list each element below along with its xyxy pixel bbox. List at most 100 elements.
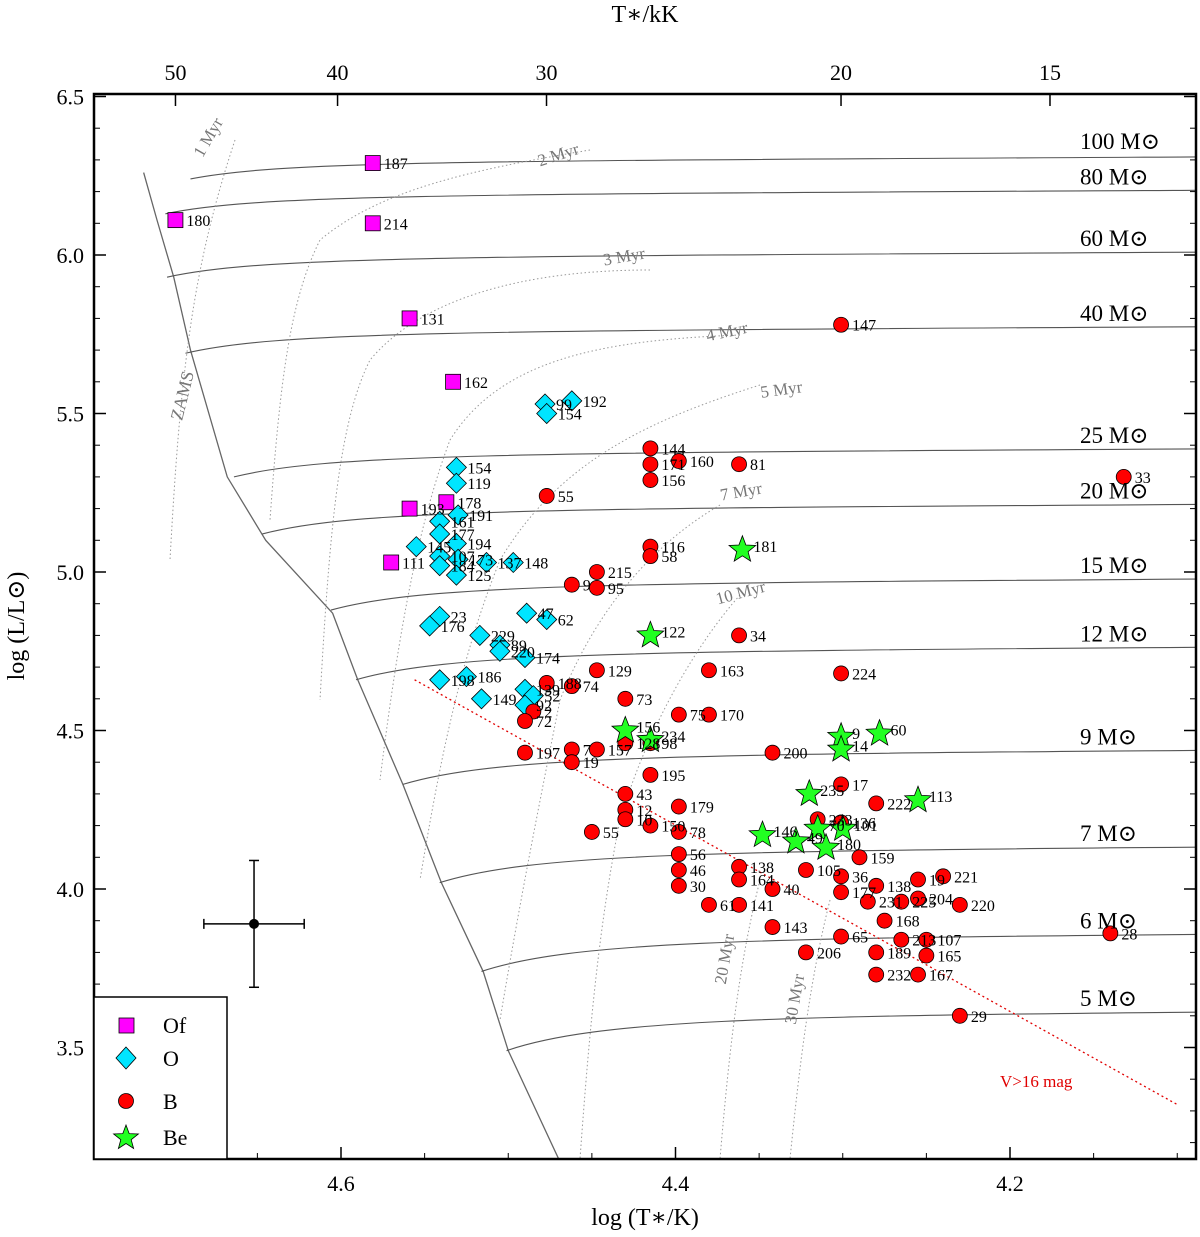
- point-b: [798, 862, 814, 878]
- point-label: 146: [773, 824, 797, 841]
- point-label: 187: [384, 156, 408, 173]
- point-label: 72: [536, 714, 552, 731]
- y-tick-label: 5.5: [57, 402, 85, 427]
- point-b: [670, 862, 687, 878]
- point-label: 122: [661, 624, 685, 641]
- point-label: 165: [937, 949, 961, 966]
- point-b: [876, 912, 893, 929]
- point-label: 99: [556, 397, 572, 414]
- isochrone-label: 2 Myr: [535, 139, 581, 170]
- legend-label-b: B: [163, 1089, 178, 1114]
- point-b: [670, 706, 687, 723]
- isochrone: [499, 504, 721, 1021]
- point-b: [833, 665, 849, 682]
- point-of: [167, 212, 184, 229]
- point-o: [489, 640, 511, 662]
- point-label: 157: [608, 743, 632, 760]
- point-label: 180: [186, 213, 210, 230]
- legend-marker-of: [118, 1017, 135, 1034]
- point-label: 47: [538, 606, 554, 623]
- mass-track-label: 25 M⊙: [1080, 423, 1148, 448]
- reference-lines: [414, 679, 1178, 1106]
- point-b: [701, 706, 717, 723]
- point-label: 224: [852, 666, 876, 683]
- point-be: [781, 826, 811, 854]
- point-label: 89: [511, 638, 527, 655]
- point-o: [561, 390, 583, 412]
- isochrone-label: 20 Myr: [711, 932, 739, 985]
- mass-track: [262, 503, 1196, 535]
- point-label: 34: [750, 628, 766, 645]
- legend-label-be: Be: [163, 1125, 187, 1150]
- point-b: [588, 741, 605, 758]
- point-label: 204: [929, 892, 953, 909]
- point-be: [803, 813, 833, 841]
- point-label: 188: [558, 676, 582, 693]
- point-of: [364, 215, 381, 232]
- legend-marker-b: [118, 1093, 134, 1109]
- point-label: 171: [661, 457, 685, 474]
- point-b: [731, 871, 747, 888]
- y-tick-label: 4.0: [57, 877, 85, 902]
- point-b: [670, 877, 687, 894]
- point-b: [588, 662, 605, 679]
- point-label: 92: [536, 698, 552, 715]
- point-label: 159: [870, 850, 894, 867]
- isochrone-label: 1 Myr: [190, 114, 228, 160]
- mass-track-label: 5 M⊙: [1080, 986, 1137, 1011]
- point-b: [642, 548, 659, 565]
- x-top-tick-label: 15: [1039, 60, 1061, 85]
- point-be: [728, 534, 757, 562]
- point-label: 177: [852, 885, 876, 902]
- point-label: 65: [852, 930, 868, 947]
- point-label: 232: [887, 968, 911, 985]
- point-of: [364, 155, 381, 171]
- mass-track: [233, 448, 1196, 478]
- point-label: 40: [784, 882, 800, 899]
- point-o: [455, 666, 478, 688]
- mass-track: [439, 846, 1196, 884]
- point-o: [447, 504, 469, 526]
- point-label: 136: [852, 815, 876, 832]
- point-label: 156: [661, 473, 685, 490]
- mass-track-label: 9 M⊙: [1080, 724, 1137, 749]
- point-label: 154: [558, 407, 582, 424]
- point-label: 17: [852, 777, 868, 794]
- mass-track: [481, 933, 1196, 972]
- point-be: [748, 819, 777, 848]
- y-tick-label: 3.5: [57, 1036, 85, 1061]
- point-b: [868, 944, 885, 961]
- point-label: 161: [451, 514, 475, 531]
- zams-label: ZAMS: [166, 369, 198, 422]
- point-label: 101: [854, 818, 878, 835]
- point-label: 137: [498, 555, 522, 572]
- point-b: [701, 662, 717, 679]
- point-o: [536, 402, 558, 425]
- point-be: [794, 778, 824, 807]
- point-label: 128: [636, 736, 660, 753]
- point-b: [642, 817, 659, 834]
- mass-track-label: 20 M⊙: [1080, 478, 1148, 503]
- point-be: [865, 718, 894, 746]
- point-label: 160: [690, 454, 714, 471]
- point-label: 179: [690, 800, 714, 817]
- point-label: 61: [720, 898, 736, 915]
- point-label: 107: [451, 549, 475, 566]
- point-b: [731, 456, 747, 473]
- mass-track-label: 100 M⊙: [1080, 129, 1160, 154]
- point-label: 181: [753, 539, 777, 556]
- point-b: [951, 1007, 968, 1024]
- isochrone: [169, 139, 236, 561]
- mass-track-label: 6 M⊙: [1080, 908, 1137, 933]
- point-o: [429, 555, 451, 577]
- mass-track: [506, 1011, 1196, 1052]
- point-b: [798, 944, 814, 961]
- point-label: 191: [469, 508, 493, 525]
- point-label: 43: [636, 787, 652, 804]
- point-of: [383, 554, 400, 571]
- point-label: 7: [583, 743, 591, 760]
- mass-track-label: 60 M⊙: [1080, 226, 1148, 251]
- point-label: 163: [720, 663, 744, 680]
- legend-marker-o: [115, 1046, 137, 1070]
- point-label: 177: [451, 527, 475, 544]
